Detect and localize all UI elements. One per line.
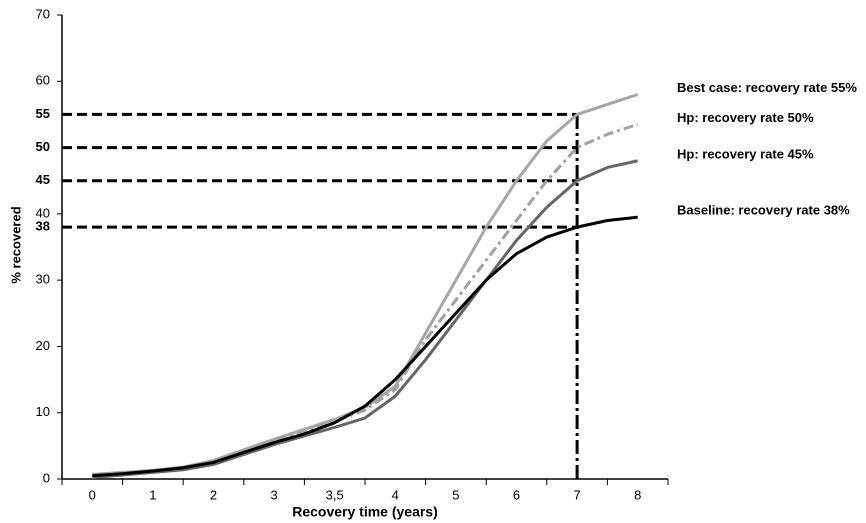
series-label: Best case: recovery rate 55%: [677, 80, 857, 95]
y-tick-label: 30: [36, 272, 50, 287]
y-tick-label: 10: [36, 404, 50, 419]
reference-tick-label: 38: [36, 219, 50, 234]
x-tick-label: 8: [634, 487, 641, 502]
x-tick-label: 1: [149, 487, 156, 502]
reference-tick-label: 50: [36, 139, 50, 154]
series-label: Baseline: recovery rate 38%: [677, 203, 850, 218]
x-tick-label: 0: [89, 487, 96, 502]
series-label: Hp: recovery rate 45%: [677, 146, 814, 161]
series-line: [92, 159, 639, 480]
series-label: Hp: recovery rate 50%: [677, 110, 814, 125]
x-tick-label: 3,5: [326, 487, 344, 502]
x-tick-label: 5: [452, 487, 459, 502]
y-tick-label: 0: [43, 470, 50, 485]
reference-tick-label: 55: [36, 106, 50, 121]
x-tick-label: 6: [513, 487, 520, 502]
x-tick-label: 4: [392, 487, 399, 502]
y-tick-label: 20: [36, 338, 50, 353]
x-tick-label: 3: [270, 487, 277, 502]
y-tick-label: 70: [36, 6, 50, 21]
series-line: [92, 215, 638, 478]
series-line: [92, 122, 639, 477]
x-tick-label: 7: [573, 487, 580, 502]
x-axis-label: Recovery time (years): [292, 504, 438, 520]
y-tick-label: 40: [36, 205, 50, 220]
x-tick-label: 2: [210, 487, 217, 502]
y-tick-label: 60: [36, 73, 50, 88]
y-axis-label: % recovered: [8, 206, 23, 283]
reference-tick-label: 45: [36, 172, 50, 187]
